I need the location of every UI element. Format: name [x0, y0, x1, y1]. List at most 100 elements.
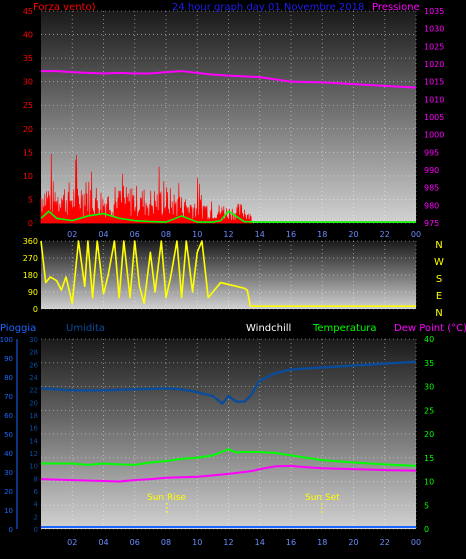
- rain-y-tick: 70: [4, 393, 13, 401]
- pressure-y-tick: 1010: [424, 95, 444, 104]
- temp-x-tick: 04: [98, 538, 108, 547]
- temperature-line: [41, 448, 417, 467]
- wind-y-tick: 35: [23, 54, 33, 63]
- humidity-y-tick: 26: [29, 361, 38, 369]
- humidity-y-tick: 16: [29, 425, 38, 433]
- temp-y-tick: 35: [424, 359, 434, 368]
- wind-x-tick: 10: [192, 230, 202, 239]
- temp-y-tick: 10: [424, 478, 434, 487]
- windchill-legend: Windchill: [246, 323, 291, 334]
- wind-x-tick: 02: [67, 230, 77, 239]
- chart-marks: [40, 70, 417, 528]
- chart-title: 24 hour graph day 01 Novembre 2018: [172, 2, 364, 13]
- wind-y-tick: 5: [28, 195, 33, 204]
- humidity-y-tick: 2: [34, 513, 38, 521]
- sunrise-label: Sun Rise: [147, 493, 186, 503]
- pressure-y-tick: 1020: [424, 60, 444, 69]
- humidity-axis-title: Umidita: [66, 323, 105, 334]
- pressure-y-tick: 1005: [424, 113, 444, 122]
- temp-x-tick: 12: [223, 538, 233, 547]
- wind-y-tick: 30: [23, 78, 33, 87]
- rain-y-tick: 60: [4, 412, 13, 420]
- temp-y-tick: 15: [424, 454, 434, 463]
- axis-labels: 0510152025303540459759809859909951000100…: [0, 7, 444, 547]
- rain-y-tick: 100: [0, 336, 13, 344]
- wind-x-tick: 14: [255, 230, 265, 239]
- direction-y-tick: 0: [33, 305, 38, 314]
- temp-x-tick: 00: [411, 538, 421, 547]
- wind-y-tick: 40: [23, 31, 33, 40]
- wind-x-tick: 20: [348, 230, 358, 239]
- wind-direction-line: [40, 240, 416, 307]
- temp-y-tick: 30: [424, 383, 434, 392]
- direction-compass-label: S: [436, 274, 442, 285]
- humidity-y-tick: 12: [29, 450, 38, 458]
- temp-x-tick: 10: [192, 538, 202, 547]
- pressure-y-tick: 995: [424, 148, 439, 157]
- temperature-legend: Temperatura: [312, 323, 377, 334]
- wind-x-tick: 12: [223, 230, 233, 239]
- rain-y-tick: 50: [4, 431, 13, 439]
- humidity-y-tick: 6: [34, 488, 39, 496]
- humidity-y-tick: 18: [29, 412, 38, 420]
- humidity-y-tick: 20: [29, 399, 38, 407]
- wind-average-line: [40, 210, 416, 223]
- rain-y-tick: 40: [4, 450, 13, 458]
- rain-y-tick: 10: [4, 507, 13, 515]
- direction-compass-label: E: [436, 291, 442, 302]
- rain-axis-title: Pioggia: [0, 323, 36, 334]
- temp-y-tick: 40: [424, 335, 434, 344]
- pressure-y-tick: 1025: [424, 42, 444, 51]
- wind-x-tick: 00: [411, 230, 421, 239]
- pressure-y-tick: 975: [424, 219, 439, 228]
- dewpoint-legend: Dew Point (°C): [394, 323, 466, 334]
- grid-lines: [41, 10, 417, 530]
- rain-y-tick: 20: [4, 488, 13, 496]
- dewpoint-line: [40, 464, 417, 483]
- sunset-label: Sun Set: [305, 493, 340, 503]
- rain-y-tick: 80: [4, 374, 13, 382]
- humidity-y-tick: 24: [29, 374, 38, 382]
- pressure-y-tick: 980: [424, 201, 439, 210]
- direction-y-tick: 180: [23, 271, 38, 280]
- pressure-axis-title: Pressione: [372, 2, 420, 13]
- humidity-line: [40, 360, 417, 405]
- temp-x-tick: 18: [317, 538, 327, 547]
- humidity-y-tick: 0: [34, 526, 38, 534]
- pressure-y-tick: 1000: [424, 131, 444, 140]
- wind-x-tick: 08: [161, 230, 171, 239]
- temp-y-tick: 5: [424, 501, 429, 510]
- temp-x-tick: 14: [255, 538, 265, 547]
- direction-compass-label: W: [434, 257, 444, 268]
- wind-x-tick: 18: [317, 230, 327, 239]
- temp-y-tick: 0: [424, 525, 429, 534]
- temp-x-tick: 06: [130, 538, 140, 547]
- wind-axis-title: Forza vento): [33, 2, 96, 13]
- temp-y-tick: 20: [424, 430, 434, 439]
- temp-y-tick: 25: [424, 406, 434, 415]
- direction-compass-label: N: [435, 308, 442, 319]
- humidity-y-tick: 30: [29, 336, 38, 344]
- pressure-y-tick: 1030: [424, 25, 444, 34]
- wind-y-tick: 0: [28, 219, 33, 228]
- wind-y-tick: 15: [23, 148, 33, 157]
- pressure-y-tick: 1015: [424, 78, 444, 87]
- pressure-y-tick: 985: [424, 184, 439, 193]
- direction-y-tick: 270: [23, 254, 38, 263]
- wind-x-tick: 22: [380, 230, 390, 239]
- humidity-y-tick: 14: [29, 437, 38, 445]
- wind-y-tick: 10: [23, 172, 33, 181]
- humidity-y-tick: 4: [34, 501, 39, 509]
- wind-x-tick: 16: [286, 230, 296, 239]
- wind-x-tick: 04: [98, 230, 108, 239]
- pressure-line: [41, 70, 417, 89]
- temp-x-tick: 20: [348, 538, 358, 547]
- humidity-y-tick: 28: [29, 349, 38, 357]
- humidity-y-tick: 8: [34, 475, 38, 483]
- temp-x-tick: 08: [161, 538, 171, 547]
- temp-x-tick: 02: [67, 538, 77, 547]
- temp-x-tick: 16: [286, 538, 296, 547]
- direction-compass-label: N: [435, 240, 442, 251]
